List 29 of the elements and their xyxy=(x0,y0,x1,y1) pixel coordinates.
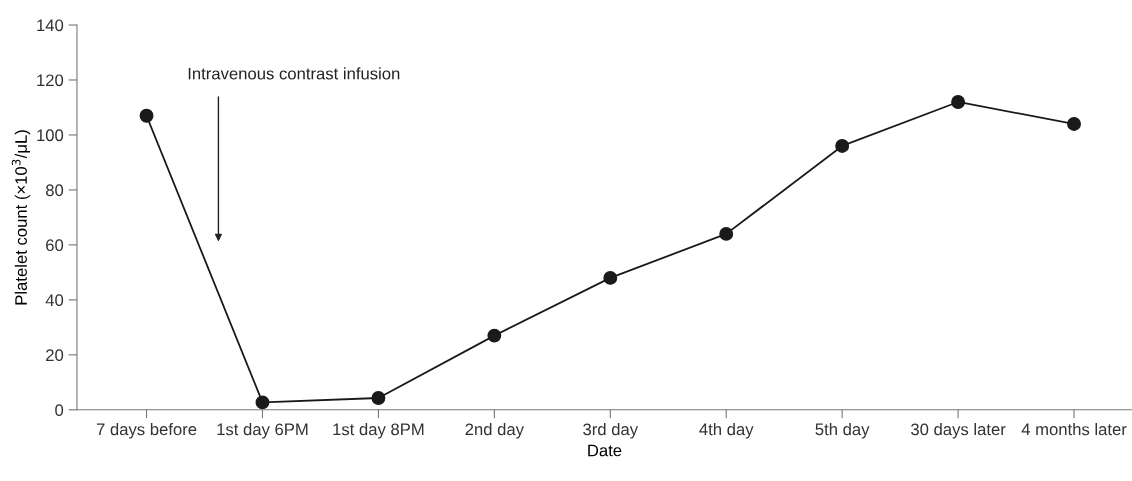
x-axis-title: Date xyxy=(588,444,622,457)
y-tick-label: 140 xyxy=(37,19,64,32)
x-tick-label: 1st day 6PM xyxy=(217,423,308,439)
point xyxy=(139,108,154,123)
x-tick-label: 4th day xyxy=(699,423,754,439)
y-tick-label: 120 xyxy=(37,74,64,87)
x-tick-label: 7 days before xyxy=(96,423,197,439)
point xyxy=(603,270,618,285)
y-tick-label: 20 xyxy=(46,349,64,362)
x-tick-label: 4 months later xyxy=(1021,423,1127,436)
point xyxy=(255,395,270,410)
y-tick-label: 60 xyxy=(46,239,64,252)
y-tick-label: 40 xyxy=(45,294,64,307)
annotation: Intravenous contrast infusion xyxy=(188,67,400,80)
x-tick-label: 5th day xyxy=(815,423,870,439)
x-tick-label: 30 days later xyxy=(911,423,1006,439)
x-tick-label: 3rd day xyxy=(583,423,639,439)
x-tick-label: 1st day 8PM xyxy=(333,423,424,439)
y-tick-label: 0 xyxy=(55,404,64,417)
point xyxy=(835,139,850,153)
point xyxy=(1067,117,1081,131)
point xyxy=(487,328,502,343)
point xyxy=(371,391,386,405)
point xyxy=(719,226,734,241)
y-tick-label: 100 xyxy=(37,129,64,142)
x-tick-label: 2nd day xyxy=(465,423,524,439)
y-tick-label: 80 xyxy=(45,184,64,197)
point xyxy=(951,95,966,109)
y-axis-title: Platelet count (×10$^{3}$/μL) xyxy=(11,130,31,305)
